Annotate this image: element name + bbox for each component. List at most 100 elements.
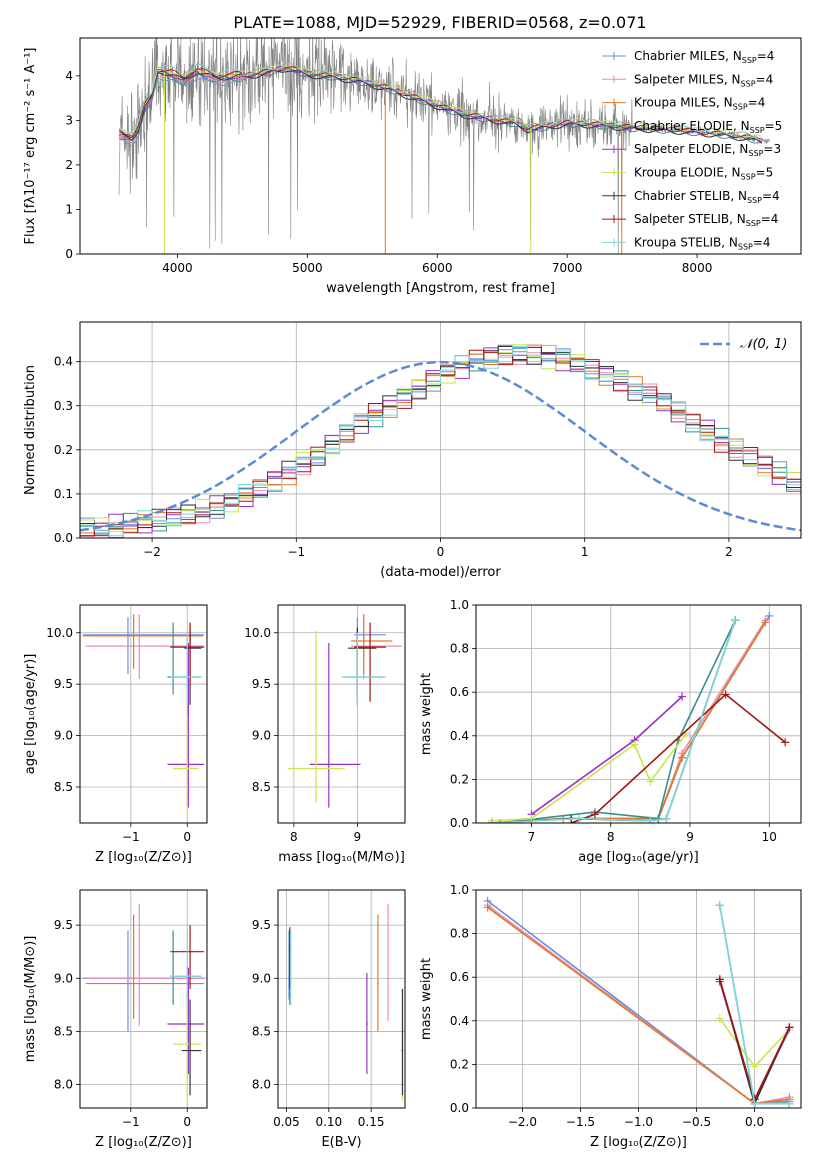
- series-line-kroupa_elodie: [491, 733, 687, 822]
- y-tick-label: 0.8: [450, 927, 469, 941]
- y-tick-label: 0.3: [54, 399, 73, 413]
- legend-subscript: SSP: [746, 219, 761, 228]
- histogram-kroupa_stelib: [80, 346, 801, 536]
- y-tick-label: 0.6: [450, 970, 469, 984]
- legend-nssp: =4: [753, 235, 771, 249]
- x-tick-label: −0.5: [682, 1115, 711, 1129]
- plot-area: [82, 614, 205, 813]
- y-tick-label: 3: [65, 113, 73, 127]
- plot-area: [487, 611, 790, 823]
- y-tick-label: 0.1: [54, 487, 73, 501]
- x-tick-label: 7000: [552, 261, 583, 275]
- y-tick-label: 8.0: [252, 1078, 271, 1092]
- legend-subscript: SSP: [741, 173, 756, 182]
- legend-nssp: =5: [756, 166, 774, 180]
- x-tick-label: 7: [528, 830, 536, 844]
- y-tick-label: 0.0: [450, 1101, 469, 1115]
- y-tick-label: 9.0: [252, 729, 271, 743]
- y-axis-label: Flux [fλ10⁻¹⁷ erg cm⁻² s⁻¹ A⁻¹]: [23, 48, 38, 245]
- plot-area: [287, 614, 402, 808]
- x-axis-label: Z [log₁₀(Z/Z⊙)]: [590, 1135, 687, 1150]
- x-axis-label: age [log₁₀(age/yr)]: [578, 850, 699, 865]
- y-tick-label: 9.0: [54, 729, 73, 743]
- residual-histogram-panel: −2 −1 0 1 2 0.0 0.1 0.2 0.3 0.4 (data-model)/error…: [23, 321, 802, 580]
- x-tick-label: 2: [725, 545, 733, 559]
- y-axis-label: mass weight: [419, 673, 434, 755]
- y-tick-label: 0.2: [54, 443, 73, 457]
- y-tick-label: 0.0: [54, 531, 73, 545]
- plot-frame: [475, 604, 802, 824]
- x-tick-label: 0.15: [358, 1115, 385, 1129]
- legend-subscript: SSP: [750, 126, 765, 135]
- x-tick-label: 0: [437, 545, 445, 559]
- plot-frame: [79, 37, 802, 255]
- y-tick-label: 9.0: [54, 971, 73, 985]
- y-tick-label: 10.0: [46, 626, 73, 640]
- spectrum-panel: 4000 5000 6000 7000 8000 0 1 2 3 4 wavelength [Ang…: [23, 37, 802, 296]
- series-line-kroupa_stelib: [491, 620, 736, 823]
- y-tick-label: 9.5: [54, 918, 73, 932]
- legend-nssp: =3: [763, 142, 781, 156]
- x-tick-label: 0.05: [273, 1115, 300, 1129]
- legend-subscript: SSP: [742, 56, 757, 65]
- x-tick-label: 1: [581, 545, 589, 559]
- legend-label-salpeter_elodie: Salpeter ELODIE, NSSP=3: [634, 142, 781, 158]
- y-tick-label: 0.0: [450, 816, 469, 830]
- legend-subscript: SSP: [738, 242, 753, 251]
- y-tick-label: 0: [65, 247, 73, 261]
- x-axis-label: Z [log₁₀(Z/Z⊙)]: [95, 850, 192, 865]
- y-tick-label: 8.5: [54, 1024, 73, 1038]
- legend-subscript: SSP: [733, 103, 748, 112]
- y-tick-label: 1.0: [450, 598, 469, 612]
- mass-vs-ebv-panel: 0.05 0.10 0.15 8.0 8.5 9.0 9.5 E(B-V): [252, 889, 406, 1150]
- plot-area: [118, 38, 771, 254]
- legend-subscript: SSP: [747, 196, 762, 205]
- legend-label-salpeter_stelib: Salpeter STELIB, NSSP=4: [634, 212, 778, 228]
- y-axis-label: mass weight: [419, 958, 434, 1040]
- legend-nssp: =4: [756, 72, 774, 86]
- plot-frame: [79, 321, 802, 539]
- series-line-chabrier_miles: [491, 615, 770, 823]
- legend-subscript: SSP: [748, 149, 763, 158]
- x-tick-label: 5000: [292, 261, 323, 275]
- y-tick-label: 4: [65, 69, 73, 83]
- legend-label-chabrier_stelib: Chabrier STELIB, NSSP=4: [634, 189, 780, 205]
- series-line-chabrier_stelib: [491, 620, 736, 823]
- plot-frame: [475, 889, 802, 1109]
- model-spectrum-salpeter_elodie: [118, 65, 762, 141]
- mass-weight-vs-metallicity-panel: −2.0 −1.5 −1.0 −0.5 0.0 0.0 0.2 0.4 0.6 0.8 1.0 Z […: [419, 883, 802, 1150]
- y-axis-label: mass [log₁₀(M/M⊙)]: [23, 936, 38, 1063]
- gaussian-curve: [80, 360, 801, 532]
- y-tick-label: 0.4: [54, 355, 73, 369]
- plot-frame: [79, 889, 208, 1109]
- plot-area: [80, 344, 801, 538]
- x-tick-label: 10: [762, 830, 777, 844]
- series-line-salpeter_stelib: [570, 693, 786, 823]
- y-axis-label: Normed distribution: [23, 365, 38, 495]
- x-tick-label: −2: [143, 545, 161, 559]
- y-tick-label: 8.5: [54, 780, 73, 794]
- x-tick-label: 8: [607, 830, 615, 844]
- x-tick-label: 0.0: [745, 1115, 764, 1129]
- y-tick-label: 1: [65, 202, 73, 216]
- y-tick-label: 8.5: [252, 1024, 271, 1038]
- model-spectrum-chabrier_stelib: [118, 70, 763, 144]
- y-tick-label: 9.5: [252, 677, 271, 691]
- legend-subscript: SSP: [741, 79, 756, 88]
- y-tick-label: 0.4: [450, 1014, 469, 1028]
- y-tick-label: 8.0: [54, 1078, 73, 1092]
- legend-label-kroupa_stelib: Kroupa STELIB, NSSP=4: [634, 235, 771, 251]
- mass-vs-metallicity-panel: −1 0 8.0 8.5 9.0 9.5 Z [log₁₀(Z/Z⊙)] mass [log₁…: [23, 889, 208, 1150]
- x-tick-label: −1.5: [566, 1115, 595, 1129]
- x-tick-label: 8000: [682, 261, 713, 275]
- y-tick-label: 9.0: [252, 971, 271, 985]
- x-tick-label: 0: [183, 830, 191, 844]
- y-tick-label: 2: [65, 158, 73, 172]
- x-axis-label: mass [log₁₀(M/M⊙)]: [278, 850, 405, 865]
- x-axis-label: (data-model)/error: [380, 565, 501, 580]
- legend-nssp: =5: [765, 119, 783, 133]
- legend-nssp: =4: [762, 189, 780, 203]
- x-tick-label: −1: [287, 545, 305, 559]
- x-tick-label: 9: [354, 830, 362, 844]
